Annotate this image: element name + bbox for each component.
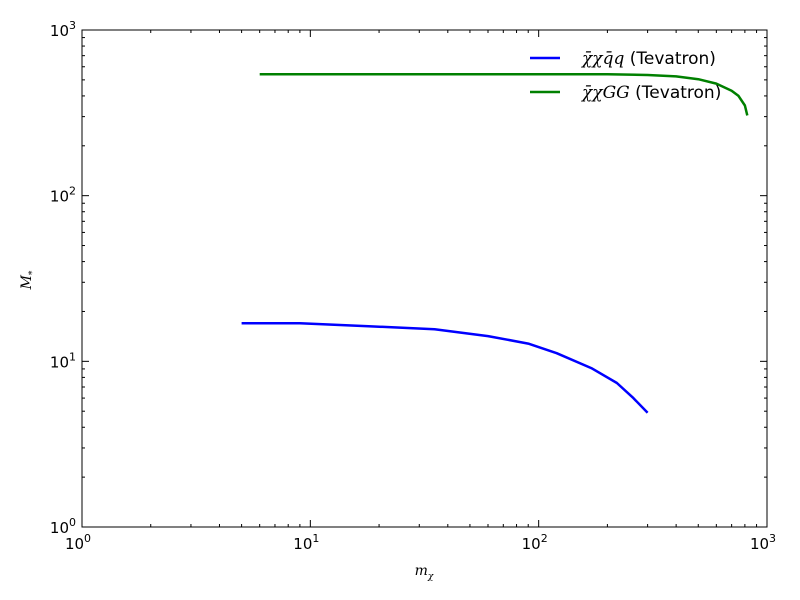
y-axis-label-sub: * xyxy=(28,270,38,275)
series-line-2 xyxy=(259,73,749,116)
x-tick-label: 100 xyxy=(65,532,91,553)
x-axis-label-sub: χ xyxy=(427,572,434,582)
legend-math-series-2: χ̄χGG xyxy=(581,83,630,103)
series-line-1 xyxy=(241,321,649,414)
legend-math-series-1: χ̄χq̄q xyxy=(581,49,624,69)
legend-text-series-1: (Tevatron) xyxy=(624,49,716,69)
y-tick-label: 103 xyxy=(50,19,76,40)
x-axis-label: mχ xyxy=(415,563,434,582)
legend-text-series-2: (Tevatron) xyxy=(630,83,722,103)
plot-frame xyxy=(81,29,768,528)
series-layer xyxy=(241,73,749,414)
ticks-layer: 100 101 102 103 100 101 102 103 xyxy=(50,19,776,553)
y-tick-label: 101 xyxy=(50,350,76,371)
x-tick-label: 103 xyxy=(750,532,776,553)
x-axis-label-base: m xyxy=(415,563,428,579)
legend-entry-series-1: χ̄χq̄q (Tevatron) xyxy=(581,49,716,69)
y-axis-label-base: M xyxy=(19,274,35,290)
y-tick-label: 100 xyxy=(50,516,76,537)
legend: χ̄χq̄q (Tevatron) χ̄χGG (Tevatron) xyxy=(530,49,721,103)
legend-entry-series-2: χ̄χGG (Tevatron) xyxy=(581,83,721,103)
y-axis-label: M* xyxy=(19,270,38,290)
y-tick-label: 102 xyxy=(50,185,76,206)
x-tick-label: 101 xyxy=(293,532,319,553)
x-tick-label: 102 xyxy=(522,532,548,553)
